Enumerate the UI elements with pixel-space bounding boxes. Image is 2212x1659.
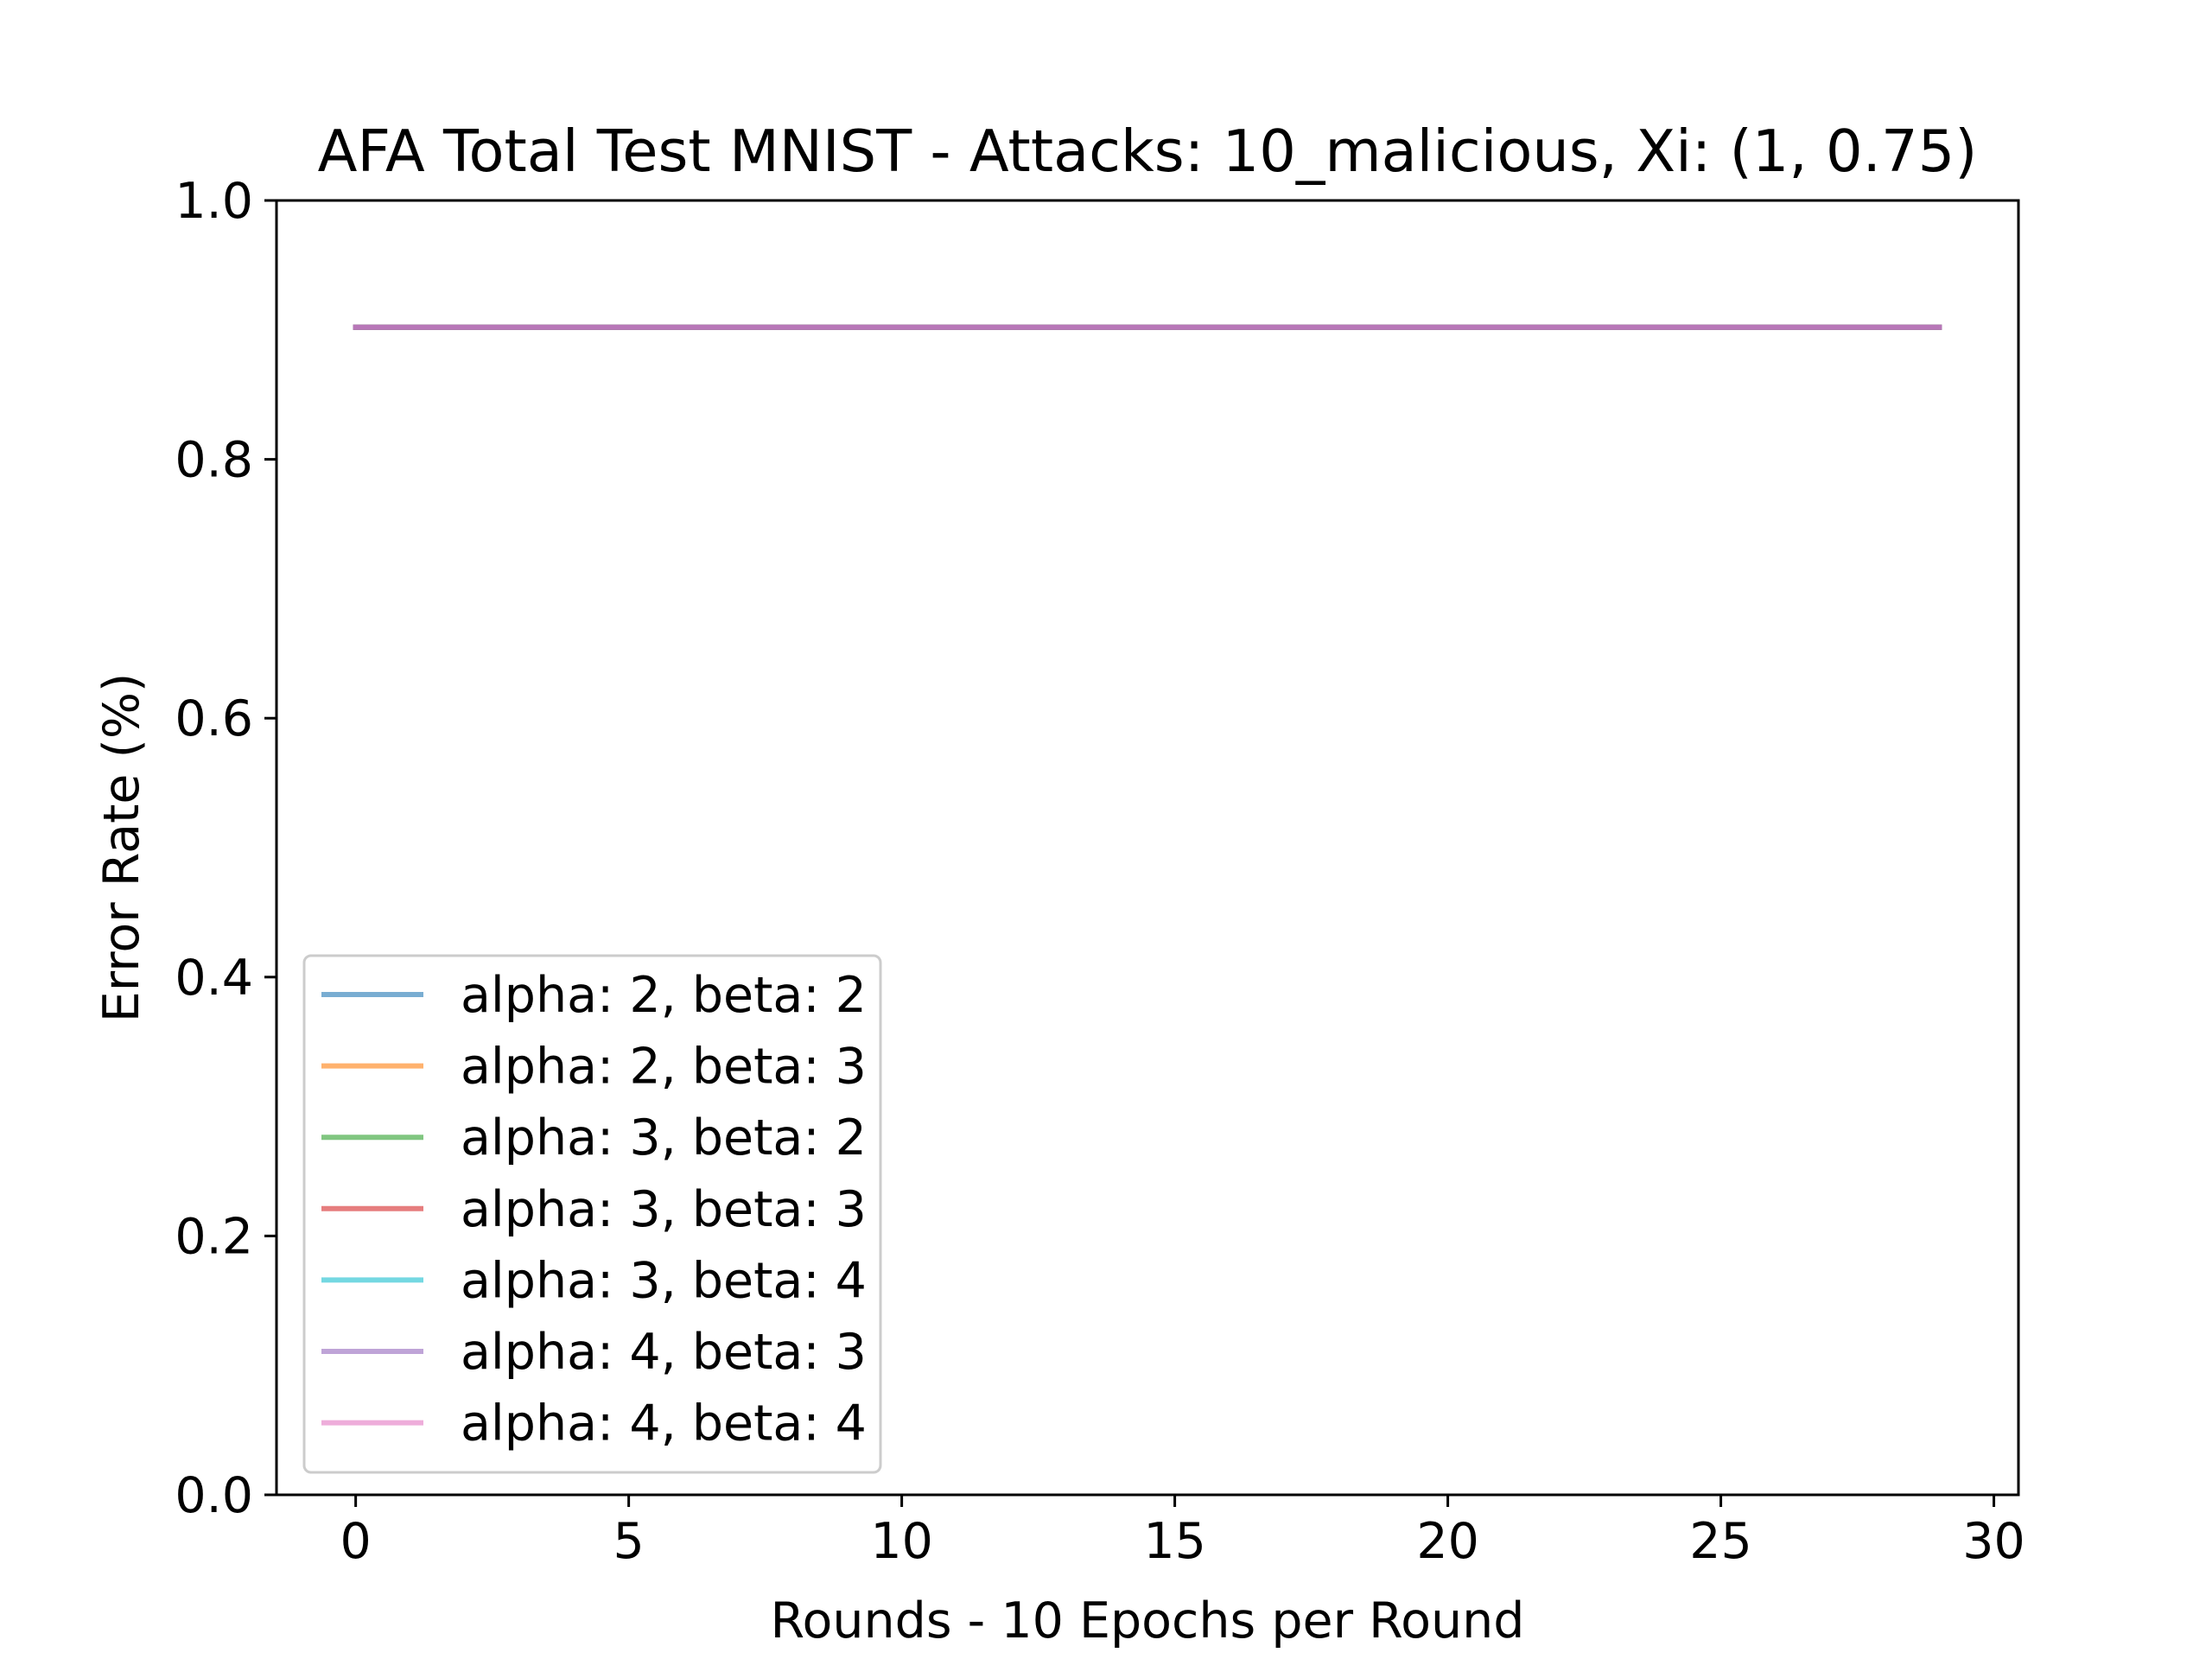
y-tick-label: 0.0 — [175, 1467, 253, 1524]
x-tick-label: 25 — [1689, 1513, 1752, 1570]
legend-label: alpha: 4, beta: 4 — [461, 1395, 867, 1452]
y-tick-label: 0.2 — [175, 1208, 253, 1265]
legend-label: alpha: 2, beta: 3 — [461, 1039, 867, 1096]
legend-label: alpha: 3, beta: 3 — [461, 1181, 867, 1238]
y-axis: 0.0 0.2 0.4 0.6 0.8 1.0 — [175, 173, 276, 1524]
legend-label: alpha: 3, beta: 4 — [461, 1252, 867, 1309]
x-tick-label: 0 — [340, 1513, 372, 1570]
y-tick-label: 0.6 — [175, 690, 253, 747]
x-tick-label: 20 — [1416, 1513, 1479, 1570]
y-tick-label: 0.8 — [175, 432, 253, 489]
x-axis-label: Rounds - 10 Epochs per Round — [770, 1592, 1524, 1649]
legend-box — [302, 954, 882, 1474]
x-tick-label: 5 — [613, 1513, 644, 1570]
legend-label: alpha: 4, beta: 3 — [461, 1324, 867, 1381]
x-tick-label: 15 — [1143, 1513, 1206, 1570]
legend: alpha: 2, beta: 2 alpha: 2, beta: 3 alpha:… — [302, 954, 882, 1474]
legend-label: alpha: 2, beta: 2 — [461, 967, 867, 1024]
chart-title: AFA Total Test MNIST - Attacks: 10_malic… — [318, 118, 1978, 185]
y-axis-label: Error Rate (%) — [93, 673, 150, 1023]
x-axis: 0 5 10 15 20 25 30 — [340, 1495, 2025, 1570]
y-tick-label: 1.0 — [175, 173, 253, 230]
x-tick-label: 10 — [870, 1513, 933, 1570]
plot-frame — [275, 199, 2020, 1497]
y-tick-label: 0.4 — [175, 950, 253, 1007]
legend-label: alpha: 3, beta: 2 — [461, 1109, 867, 1166]
x-tick-label: 30 — [1962, 1513, 2025, 1570]
